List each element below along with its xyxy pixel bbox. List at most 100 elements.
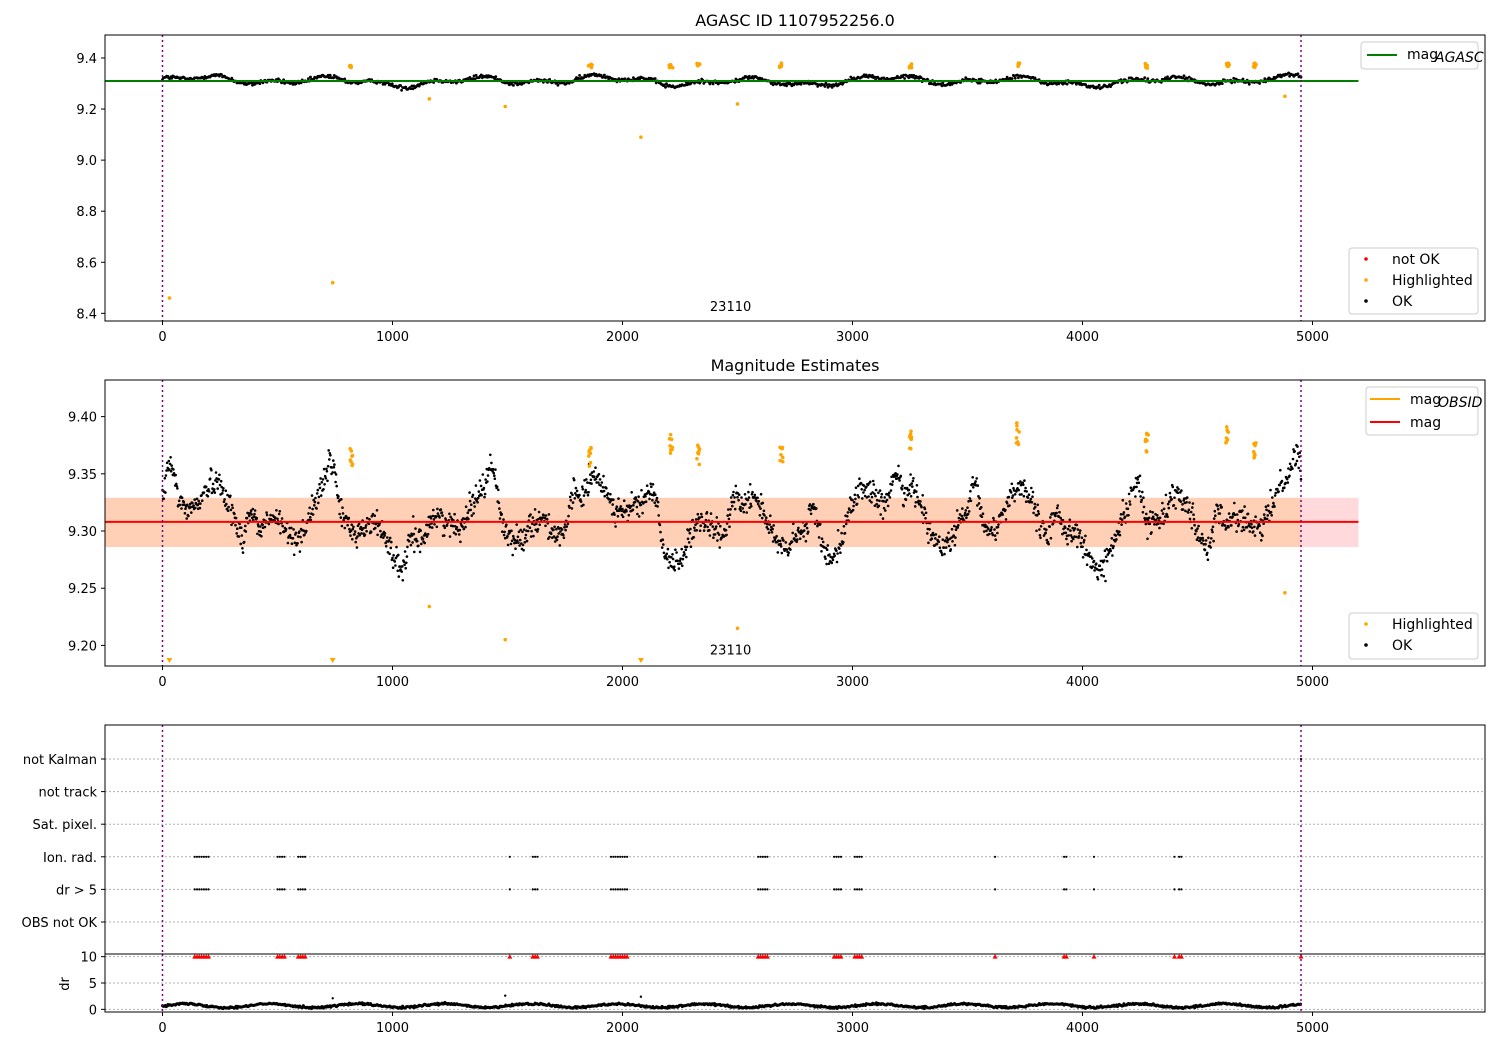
ok-point xyxy=(685,545,689,549)
ok-point xyxy=(1294,462,1298,466)
ok-point xyxy=(1038,528,1041,531)
ok-point xyxy=(846,515,849,518)
ok-point xyxy=(341,506,344,510)
ok-point xyxy=(1093,569,1096,572)
flag-point xyxy=(614,855,617,858)
ok-point xyxy=(985,529,988,533)
ok-point xyxy=(314,496,317,500)
ok-point xyxy=(1179,500,1183,503)
ok-point xyxy=(326,479,329,483)
ok-point xyxy=(1085,563,1089,566)
ok-point xyxy=(238,522,241,526)
flag-point xyxy=(766,855,769,858)
ok-point xyxy=(215,480,219,484)
ok-point xyxy=(950,527,954,531)
ok-point xyxy=(974,480,977,483)
highlighted-point xyxy=(427,604,432,609)
ok-point xyxy=(667,566,670,570)
ok-point xyxy=(574,486,578,490)
ok-point xyxy=(1008,504,1011,507)
ok-point xyxy=(471,77,475,81)
ok-point xyxy=(982,530,986,533)
ok-point xyxy=(673,565,676,568)
flag-point xyxy=(1173,888,1176,891)
ok-point xyxy=(826,544,830,547)
ok-point xyxy=(966,506,969,510)
ok-point xyxy=(511,553,514,557)
ok-point xyxy=(1262,522,1265,525)
ok-point xyxy=(434,515,438,518)
ok-point xyxy=(813,522,817,525)
ok-point xyxy=(796,528,800,532)
ok-point xyxy=(739,509,743,512)
ok-point xyxy=(878,489,882,492)
ok-point xyxy=(621,507,624,511)
x-tick-label: 4000 xyxy=(1066,675,1099,690)
ok-point xyxy=(1045,528,1048,531)
ok-point xyxy=(1293,450,1296,453)
ok-point xyxy=(1206,551,1209,555)
ok-point xyxy=(404,85,408,89)
ok-point xyxy=(522,548,525,552)
ok-point xyxy=(347,516,351,520)
ok-point xyxy=(1241,509,1244,512)
ok-point xyxy=(1134,495,1137,498)
ok-point xyxy=(980,515,984,518)
ok-point xyxy=(966,512,970,516)
highlighted-point xyxy=(1283,590,1287,595)
ok-point xyxy=(853,493,857,497)
flag-point xyxy=(1065,855,1068,858)
ok-point xyxy=(1111,554,1114,557)
ok-point xyxy=(1184,509,1187,513)
highlighted-point xyxy=(779,452,783,457)
ok-point xyxy=(518,544,521,547)
ok-point xyxy=(673,568,677,572)
ok-point xyxy=(1144,522,1148,526)
legend-label: Highlighted xyxy=(1392,273,1473,289)
ok-point xyxy=(1154,518,1158,522)
ok-point xyxy=(263,525,267,529)
ok-point xyxy=(207,490,211,493)
ok-point xyxy=(332,465,336,469)
ok-point xyxy=(1033,76,1037,80)
ok-point xyxy=(388,552,391,556)
ok-point xyxy=(737,498,740,502)
ok-point xyxy=(419,529,423,532)
ok-point xyxy=(728,525,731,528)
ok-point xyxy=(269,518,273,521)
ok-point xyxy=(365,516,369,520)
flag-point xyxy=(278,855,281,858)
ok-point xyxy=(1092,559,1096,563)
dr-point xyxy=(331,997,334,1000)
dr-clipped-marker xyxy=(1063,954,1069,959)
ok-point xyxy=(843,531,847,535)
ok-point xyxy=(821,540,825,544)
ok-point xyxy=(732,490,735,494)
ok-point xyxy=(322,467,326,471)
ok-point xyxy=(162,497,165,501)
ok-point xyxy=(1105,559,1109,563)
ok-point xyxy=(665,552,669,556)
legend-subscript: AGASC xyxy=(1434,50,1484,66)
ok-point xyxy=(1011,494,1015,497)
highlighted-point xyxy=(1252,441,1256,446)
ok-point xyxy=(1024,500,1028,504)
ok-point xyxy=(343,526,347,530)
ok-point xyxy=(1146,537,1149,541)
ok-point xyxy=(1169,495,1172,499)
ok-point xyxy=(321,478,325,481)
ok-point xyxy=(325,469,329,473)
ok-point xyxy=(323,483,326,486)
ok-point xyxy=(1200,532,1204,536)
ok-point xyxy=(825,548,829,551)
ok-point xyxy=(1278,483,1281,487)
ok-point xyxy=(1195,538,1199,541)
flag-point xyxy=(1180,888,1183,891)
ok-point xyxy=(1112,544,1115,548)
ok-point xyxy=(259,530,263,533)
ok-point xyxy=(341,512,345,515)
ok-point xyxy=(1036,503,1039,507)
ok-point xyxy=(572,478,576,482)
ok-point xyxy=(502,518,505,521)
ok-point xyxy=(194,506,197,510)
